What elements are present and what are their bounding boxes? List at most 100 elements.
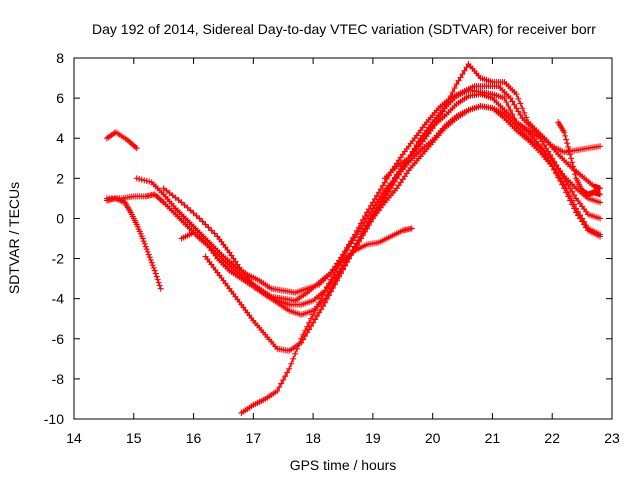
chart-title: Day 192 of 2014, Sidereal Day-to-day VTE… (92, 21, 596, 37)
data-point-plus (150, 264, 157, 271)
data-point-plus (302, 327, 309, 334)
data-point-plus (562, 132, 569, 139)
data-point-plus (389, 182, 396, 189)
data-point-plus (280, 376, 287, 383)
data-point-plus (298, 335, 305, 342)
data-points (103, 61, 604, 416)
data-point-plus (553, 170, 560, 177)
data-point-plus (597, 199, 604, 206)
data-point-plus (563, 136, 570, 143)
data-point-plus (373, 199, 380, 206)
data-point-plus (453, 81, 460, 88)
data-point-plus (511, 101, 518, 108)
data-point-plus (290, 355, 297, 362)
data-point-plus (463, 64, 470, 71)
data-point-plus (345, 255, 352, 262)
data-point-plus (393, 175, 400, 182)
data-point-plus (205, 224, 212, 231)
data-point-plus (581, 221, 588, 228)
data-point-plus (375, 204, 382, 211)
x-tick-labels: 14 15 16 17 18 19 20 21 22 23 (66, 430, 620, 446)
data-point-plus (375, 196, 382, 203)
data-point-plus (208, 227, 215, 234)
data-point-plus (187, 207, 194, 214)
data-point-plus (202, 221, 209, 228)
data-point-plus (330, 272, 337, 279)
data-point-plus (230, 255, 237, 262)
data-point-plus (353, 231, 360, 238)
data-point-plus (439, 108, 446, 115)
data-point-plus (332, 278, 339, 285)
x-tick-label: 21 (485, 430, 501, 446)
series-track-j (555, 119, 604, 198)
series-track-i (381, 61, 604, 182)
data-point-plus (142, 243, 149, 250)
data-point-plus (351, 234, 358, 241)
data-point-plus (401, 173, 408, 180)
x-tick-label: 16 (186, 430, 202, 446)
data-point-plus (347, 251, 354, 258)
data-point-plus (565, 143, 572, 150)
data-point-plus (330, 282, 337, 289)
data-point-plus (431, 121, 438, 128)
data-point-plus (355, 237, 362, 244)
data-point-plus (324, 283, 331, 290)
x-tick-label: 18 (305, 430, 321, 446)
y-tick-label: 2 (56, 170, 64, 186)
data-point-plus (151, 267, 158, 274)
data-point-plus (551, 158, 558, 165)
x-tick-label: 23 (604, 430, 620, 446)
data-point-plus (367, 208, 374, 215)
data-point-plus (274, 387, 281, 394)
data-point-plus (326, 280, 333, 287)
data-point-plus (341, 262, 348, 269)
data-point-plus (149, 262, 156, 269)
data-point-plus (437, 111, 444, 118)
data-point-plus (328, 276, 335, 283)
data-point-plus (153, 273, 160, 280)
data-point-plus (457, 74, 464, 81)
y-tick-label: -4 (52, 291, 65, 307)
data-point-plus (178, 199, 185, 206)
data-point-plus (395, 171, 402, 178)
data-point-plus (318, 306, 325, 313)
data-point-plus (336, 261, 343, 268)
y-tick-label: 0 (56, 210, 64, 226)
data-point-plus (156, 282, 163, 289)
data-point-plus (193, 212, 200, 219)
data-point-plus (377, 186, 384, 193)
data-point-plus (515, 95, 522, 102)
data-point-plus (312, 316, 319, 323)
data-point-plus (371, 202, 378, 209)
data-point-plus (575, 212, 582, 219)
data-point-plus (365, 212, 372, 219)
data-point-plus (340, 254, 346, 261)
data-point-plus (571, 192, 578, 199)
data-point-plus (523, 114, 530, 121)
data-point-plus (569, 201, 576, 208)
data-point-plus (184, 204, 191, 211)
data-point-plus (144, 248, 151, 255)
x-tick-label: 19 (365, 430, 381, 446)
data-point-plus (565, 193, 572, 200)
x-tick-label: 15 (126, 430, 142, 446)
data-point-plus (148, 259, 155, 266)
data-point-plus (278, 380, 285, 387)
data-point-plus (326, 288, 333, 295)
data-point-plus (567, 197, 574, 204)
series-line (136, 85, 601, 294)
data-point-plus (316, 309, 323, 316)
data-point-plus (292, 350, 299, 357)
data-point-plus (367, 216, 374, 223)
data-point-plus (559, 171, 566, 178)
data-point-plus (572, 171, 579, 178)
y-tick-label: 8 (56, 50, 64, 66)
data-point-plus (140, 238, 147, 245)
data-point-plus (569, 159, 576, 166)
data-point-plus (141, 240, 148, 247)
data-point-plus (583, 224, 590, 231)
data-point-plus (196, 215, 203, 222)
data-point-plus (226, 249, 233, 256)
data-point-plus (570, 163, 577, 170)
data-point-plus (507, 107, 514, 114)
